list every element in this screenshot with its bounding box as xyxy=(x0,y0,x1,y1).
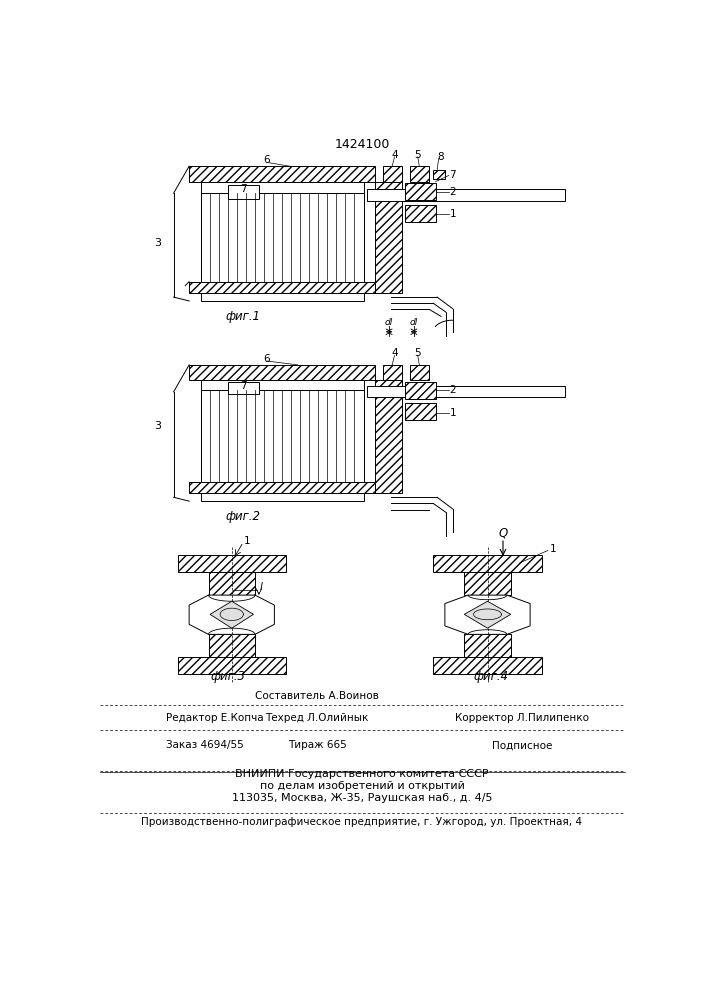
Text: 7: 7 xyxy=(450,170,456,180)
Text: 2: 2 xyxy=(450,187,456,197)
Bar xyxy=(464,572,510,595)
Text: Подписное: Подписное xyxy=(492,740,553,750)
Bar xyxy=(410,166,429,182)
Bar xyxy=(404,382,436,399)
Bar xyxy=(368,189,565,201)
Text: фиг.1: фиг.1 xyxy=(226,310,261,323)
Bar xyxy=(228,382,259,394)
Text: Техред Л.Олийнык: Техред Л.Олийнык xyxy=(265,713,368,723)
Text: 2: 2 xyxy=(450,385,456,395)
Bar xyxy=(433,657,542,674)
Bar xyxy=(201,182,363,193)
Bar xyxy=(177,555,286,572)
Polygon shape xyxy=(210,601,253,628)
Text: 4: 4 xyxy=(391,348,398,358)
Polygon shape xyxy=(445,595,530,634)
Text: 5: 5 xyxy=(414,348,421,358)
Text: фиг.2: фиг.2 xyxy=(226,510,261,523)
Bar xyxy=(368,386,565,397)
Bar xyxy=(201,193,363,282)
Text: 6: 6 xyxy=(263,155,270,165)
Bar xyxy=(209,634,255,657)
Text: фиг.3: фиг.3 xyxy=(211,670,245,683)
Bar xyxy=(189,365,375,380)
Bar xyxy=(464,634,510,657)
Text: фиг.4: фиг.4 xyxy=(474,670,509,683)
Text: 5: 5 xyxy=(414,150,421,160)
Polygon shape xyxy=(464,601,510,628)
Text: Q: Q xyxy=(498,527,508,540)
Text: Производственно-полиграфическое предприятие, г. Ужгород, ул. Проектная, 4: Производственно-полиграфическое предприя… xyxy=(141,817,583,827)
Text: 6: 6 xyxy=(263,354,270,364)
Bar xyxy=(383,365,402,380)
Bar xyxy=(404,403,436,420)
Text: 3: 3 xyxy=(155,238,162,248)
Text: Заказ 4694/55: Заказ 4694/55 xyxy=(166,740,244,750)
Bar xyxy=(189,166,375,182)
Bar xyxy=(228,185,259,199)
Text: 7: 7 xyxy=(240,184,247,194)
Bar xyxy=(383,166,402,182)
Bar xyxy=(189,282,375,293)
Bar xyxy=(189,482,375,493)
Text: dl: dl xyxy=(385,318,393,327)
Bar xyxy=(177,657,286,674)
Polygon shape xyxy=(189,595,274,634)
Text: 4: 4 xyxy=(391,150,398,160)
Text: 8: 8 xyxy=(438,152,444,162)
Bar xyxy=(404,183,436,200)
Text: 3: 3 xyxy=(155,421,162,431)
Bar xyxy=(433,170,445,179)
Text: Редактор Е.Копча: Редактор Е.Копча xyxy=(166,713,264,723)
Text: 1: 1 xyxy=(244,536,250,546)
Bar xyxy=(410,365,429,380)
Bar xyxy=(375,380,402,493)
Text: dl: dl xyxy=(410,318,418,327)
Text: Корректор Л.Пилипенко: Корректор Л.Пилипенко xyxy=(455,713,590,723)
Bar xyxy=(433,555,542,572)
Text: l: l xyxy=(259,582,262,592)
Bar xyxy=(201,493,363,501)
Text: Тираж 665: Тираж 665 xyxy=(288,740,346,750)
Bar xyxy=(404,205,436,222)
Text: ВНИИПИ Государственного комитета СССР
по делам изобретений и открытий
113035, Мо: ВНИИПИ Государственного комитета СССР по… xyxy=(232,769,492,803)
Bar xyxy=(201,380,363,389)
Bar xyxy=(209,572,255,595)
Bar xyxy=(375,182,402,293)
Text: 1: 1 xyxy=(450,209,456,219)
Text: 1424100: 1424100 xyxy=(334,138,390,151)
Bar xyxy=(201,293,363,301)
Text: 1: 1 xyxy=(550,544,556,554)
Text: 1: 1 xyxy=(450,408,456,418)
Text: 7: 7 xyxy=(240,381,247,391)
Text: Составитель А.Воинов: Составитель А.Воинов xyxy=(255,691,379,701)
Bar xyxy=(201,389,363,482)
